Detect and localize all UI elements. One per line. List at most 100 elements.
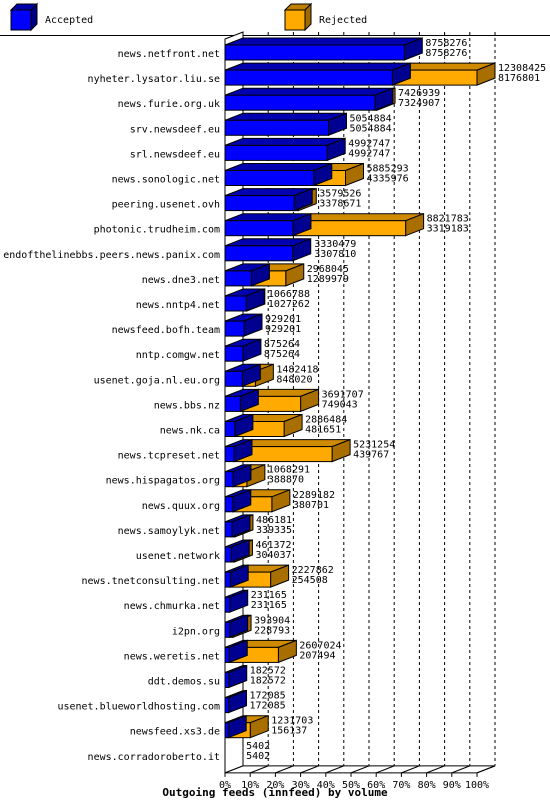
floor-line <box>325 765 344 774</box>
bar-accepted <box>224 388 259 413</box>
value-label-accepted: 228793 <box>254 625 290 636</box>
bar-accepted <box>224 162 333 187</box>
bar-accepted <box>224 413 254 438</box>
bar-accepted <box>224 614 249 639</box>
value-label-offered: 3330479 <box>314 239 356 250</box>
value-label-accepted: 749043 <box>322 399 358 410</box>
value-label-offered: 5402 <box>246 741 270 752</box>
floor-line <box>401 765 420 774</box>
bar-accepted <box>224 714 247 739</box>
bar-accepted <box>224 338 262 362</box>
legend-label-rejected: Rejected <box>319 15 367 26</box>
category-label: news.samoylyk.net <box>118 526 220 537</box>
bar-rejected <box>233 438 351 463</box>
x-tick-label: 10% <box>241 780 259 791</box>
category-label: nntp.comgw.net <box>136 350 220 361</box>
category-label: usenet.goja.nl.eu.org <box>94 375 220 386</box>
bar-accepted <box>224 137 346 162</box>
value-label-offered: 231165 <box>251 590 287 601</box>
value-label-accepted: 439767 <box>353 450 389 461</box>
value-label-accepted: 172085 <box>250 701 286 712</box>
value-label-offered: 461372 <box>255 540 291 551</box>
category-label: nyheter.lysator.liu.se <box>88 74 220 85</box>
bar-rejected <box>292 212 425 237</box>
bar-accepted <box>224 263 270 287</box>
floor-line <box>451 765 470 774</box>
value-label-offered: 2886484 <box>305 415 347 426</box>
value-label-offered: 1066788 <box>268 289 310 300</box>
value-label-accepted: 3307810 <box>314 249 356 260</box>
value-label-offered: 5885293 <box>366 164 408 175</box>
value-label-accepted: 207494 <box>299 650 335 661</box>
value-label-accepted: 4992747 <box>348 148 390 159</box>
category-label: endofthelinebbs.peers.news.panix.com <box>3 250 220 261</box>
value-label-offered: 393904 <box>254 615 290 626</box>
bar-accepted <box>224 187 313 212</box>
bar-accepted <box>224 37 423 61</box>
bar-accepted <box>224 589 249 613</box>
category-label: usenet.network <box>136 551 220 562</box>
category-label: news.chmurka.net <box>124 601 220 612</box>
value-label-offered: 929201 <box>265 314 301 325</box>
category-label: news.nntp4.net <box>136 300 220 311</box>
x-tick-label: 60% <box>367 780 385 791</box>
category-label: news.furie.org.uk <box>118 99 220 110</box>
value-label-offered: 486181 <box>256 515 292 526</box>
category-label: srv.newsdeef.eu <box>130 124 220 135</box>
value-label-accepted: 156137 <box>271 726 307 737</box>
bar-accepted <box>224 539 250 563</box>
category-label: news.nk.ca <box>160 426 220 437</box>
floor-line <box>300 765 319 774</box>
floor-line <box>426 765 445 774</box>
category-label: usenet.blueworldhosting.com <box>57 702 220 713</box>
value-label-accepted: 339335 <box>256 525 292 536</box>
value-label-offered: 3579526 <box>319 189 361 200</box>
value-label-accepted: 848020 <box>276 374 312 385</box>
category-label: peering.usenet.ovh <box>112 200 220 211</box>
value-label-accepted: 304037 <box>255 550 291 561</box>
legend-swatch-rejected <box>283 2 313 32</box>
category-label: ddt.demos.su <box>148 677 220 688</box>
category-label: newsfeed.xs3.de <box>130 727 220 738</box>
x-tick-label: 20% <box>266 780 284 791</box>
x-tick-label: 70% <box>392 780 410 791</box>
value-label-accepted: 388870 <box>268 475 304 486</box>
value-label-accepted: 929201 <box>265 324 301 335</box>
legend-label-accepted: Accepted <box>45 15 93 26</box>
value-label-offered: 2289182 <box>293 490 335 501</box>
bar-accepted <box>224 238 312 262</box>
value-label-accepted: 3378671 <box>319 199 361 210</box>
value-label-offered: 3691707 <box>322 389 364 400</box>
category-label: news.bbs.nz <box>154 400 220 411</box>
category-label: news.dne3.net <box>142 275 220 286</box>
category-label: srl.newsdeef.eu <box>130 149 220 160</box>
bar-accepted <box>224 212 312 237</box>
category-labels: news.netfront.net nyheter.lysator.liu.se n… <box>3 49 220 763</box>
category-label: news.weretis.net <box>124 651 220 662</box>
value-label-offered: 875264 <box>264 339 300 350</box>
x-tick-label: 30% <box>292 780 310 791</box>
bar-accepted <box>224 489 252 513</box>
value-label-offered: 12308425 <box>498 63 546 74</box>
value-label-offered: 5231254 <box>353 440 395 451</box>
x-tick-label: 0% <box>219 780 231 791</box>
category-label: news.tnetconsulting.net <box>82 576 220 587</box>
value-label-accepted: 254508 <box>292 575 328 586</box>
floor-line <box>376 765 395 774</box>
value-label-offered: 8821783 <box>427 214 469 225</box>
value-label-offered: 8758276 <box>425 38 467 49</box>
value-label-offered: 5054884 <box>349 113 391 124</box>
category-label: news.netfront.net <box>118 49 220 60</box>
bar-accepted <box>224 463 252 488</box>
value-label-offered: 172085 <box>250 691 286 702</box>
bar-accepted <box>224 288 265 312</box>
value-label-accepted: 1027262 <box>268 299 310 310</box>
category-label: news.tcpreset.net <box>118 451 220 462</box>
floor-line <box>275 765 294 774</box>
value-label-offered: 1068291 <box>268 465 310 476</box>
bar-accepted <box>224 87 394 111</box>
bar-rejected <box>391 62 496 86</box>
bar-accepted <box>224 363 261 388</box>
x-axis: 0% 10% 20% 30% 40% 50% 60% 70% 80% 90% 100% <box>219 772 489 791</box>
